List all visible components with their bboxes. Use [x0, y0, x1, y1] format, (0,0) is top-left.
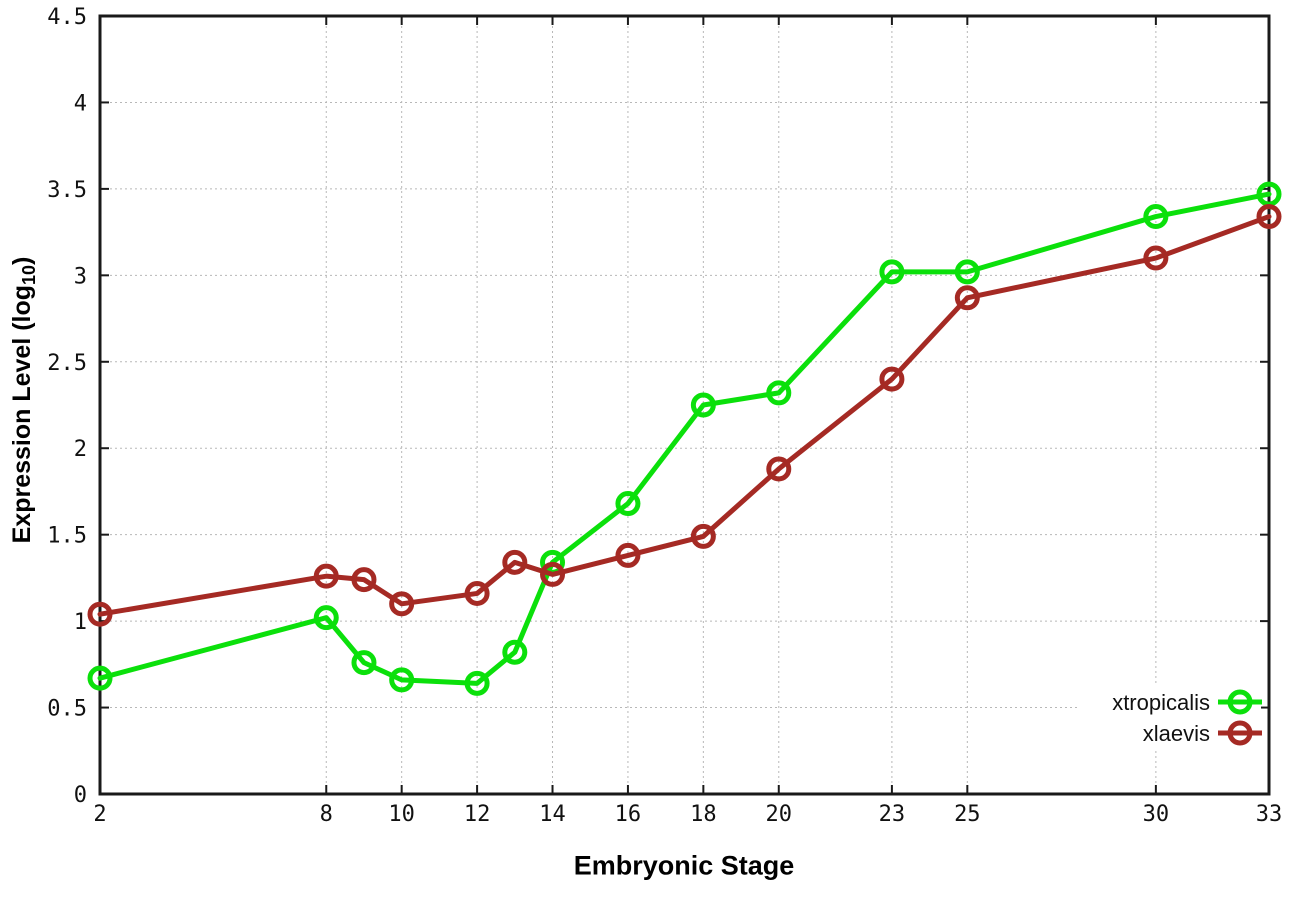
series-xtropicalis-line — [97, 191, 1272, 686]
y-tick-label: 3 — [74, 264, 87, 289]
y-axis-title-suffix: ) — [7, 256, 36, 265]
y-axis-title-subscript: 10 — [19, 264, 40, 285]
series-xlaevis-line — [97, 214, 1272, 617]
series-xtropicalis-marker — [502, 639, 528, 665]
legend-marker-xtropicalis — [1227, 689, 1253, 715]
y-tick-label: 1.5 — [47, 524, 87, 549]
x-tick-label: 14 — [539, 802, 566, 827]
series-xlaevis-marker — [615, 542, 641, 568]
series-xtropicalis-marker — [1143, 204, 1169, 230]
series-xtropicalis-marker — [954, 259, 980, 285]
series-xlaevis-marker — [540, 561, 566, 587]
x-tick-label: 16 — [615, 802, 642, 827]
x-axis-title: Embryonic Stage — [573, 850, 795, 881]
series-xlaevis-marker — [502, 549, 528, 575]
series-xlaevis-marker — [313, 563, 339, 589]
y-axis-title-text: Expression Level (log — [7, 284, 36, 544]
series-xlaevis-marker — [1143, 245, 1169, 271]
y-tick-label: 0 — [74, 783, 87, 808]
x-tick-label: 18 — [690, 802, 717, 827]
y-tick-label: 1 — [74, 610, 87, 635]
plot-border — [98, 14, 1271, 796]
series-xtropicalis-marker — [464, 670, 490, 696]
series-xlaevis-marker — [464, 580, 490, 606]
series-xlaevis-marker — [389, 591, 415, 617]
y-tick-label: 3.5 — [47, 178, 87, 203]
y-tick-label: 2 — [74, 437, 87, 462]
series-xlaevis-marker — [879, 366, 905, 392]
y-tick-label: 4.5 — [47, 5, 87, 30]
series-xlaevis-marker — [87, 601, 113, 627]
x-tick-label: 10 — [388, 802, 415, 827]
y-tick-label: 4 — [74, 91, 87, 116]
series-xtropicalis-marker — [87, 665, 113, 691]
legend-label-xlaevis: xlaevis — [1143, 721, 1210, 746]
x-tick-label: 30 — [1143, 802, 1170, 827]
x-tick-label: 12 — [464, 802, 491, 827]
series-xtropicalis-marker — [690, 392, 716, 418]
series-xtropicalis-marker — [615, 491, 641, 517]
series-xlaevis-marker — [351, 567, 377, 593]
y-tick-label: 0.5 — [47, 697, 87, 722]
legend-marker-xlaevis — [1227, 720, 1253, 746]
legend-label-xtropicalis: xtropicalis — [1112, 690, 1210, 715]
series-xlaevis-marker — [690, 523, 716, 549]
x-tick-label: 2 — [93, 802, 106, 827]
series-xtropicalis-marker — [879, 259, 905, 285]
series-xtropicalis-marker — [313, 605, 339, 631]
series-xlaevis-marker — [1256, 204, 1282, 230]
x-tick-label: 25 — [954, 802, 981, 827]
series-xlaevis-marker — [954, 285, 980, 311]
series-xtropicalis-marker — [351, 650, 377, 676]
y-axis-title: Expression Level (log10) — [8, 257, 40, 544]
y-tick-label: 2.5 — [47, 351, 87, 376]
series-xtropicalis-marker — [766, 380, 792, 406]
x-tick-label: 33 — [1256, 802, 1283, 827]
series-xtropicalis-marker — [389, 667, 415, 693]
x-tick-label: 23 — [879, 802, 906, 827]
x-tick-label: 8 — [320, 802, 333, 827]
x-tick-label: 20 — [766, 802, 793, 827]
series-xlaevis-marker — [766, 456, 792, 482]
